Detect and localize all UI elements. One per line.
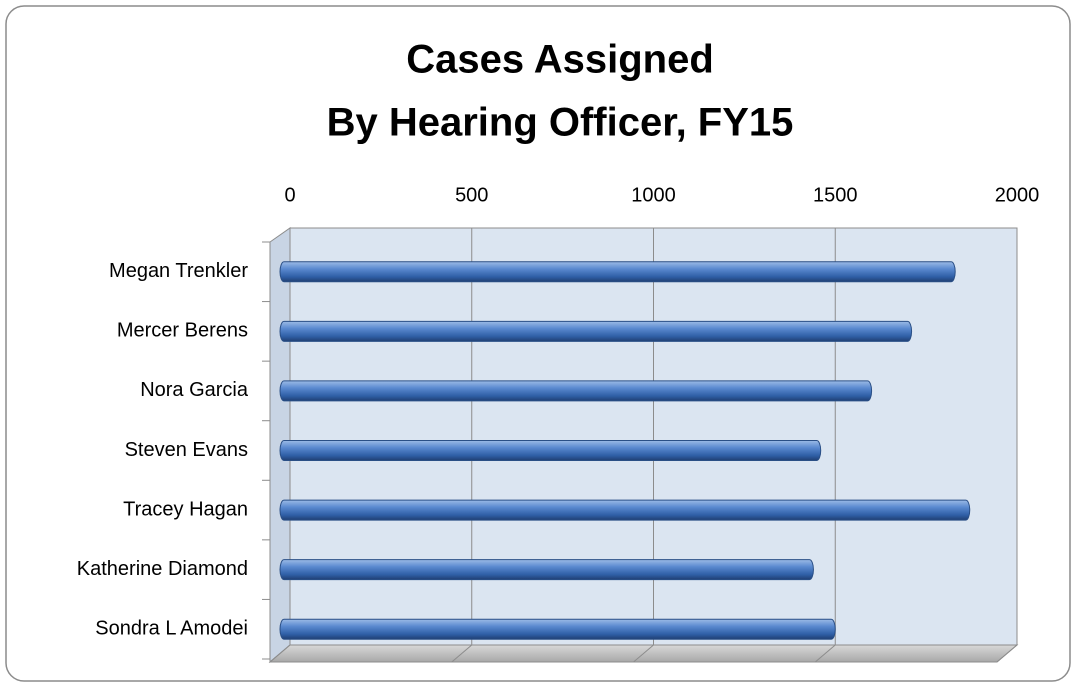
y-tick-label: Steven Evans	[125, 439, 248, 461]
x-tick-label: 0	[284, 184, 295, 206]
grid-line	[633, 644, 654, 663]
y-tick-label: Nora Garcia	[140, 379, 249, 401]
bar	[279, 559, 814, 581]
grid-line	[814, 644, 836, 663]
bar	[279, 499, 971, 521]
bar	[279, 261, 956, 283]
y-tick-label: Tracey Hagan	[123, 498, 248, 520]
bar	[279, 440, 822, 461]
y-tick-label: Sondra L Amodei	[95, 617, 248, 639]
x-tick-label: 2000	[995, 184, 1040, 206]
grid-line	[451, 644, 473, 663]
y-tick-label: Katherine Diamond	[77, 558, 248, 580]
bars	[279, 261, 971, 640]
grid-line	[996, 644, 1018, 663]
bar	[279, 618, 836, 640]
bar	[279, 320, 913, 342]
chart-title: By Hearing Officer, FY15	[327, 101, 794, 145]
bar	[279, 380, 873, 402]
y-tick-label: Megan Trenkler	[109, 260, 248, 282]
x-tick-label: 1500	[813, 184, 858, 206]
grid-line	[269, 644, 291, 663]
x-tick-label: 500	[455, 184, 488, 206]
chart-title: Cases Assigned	[406, 38, 714, 82]
x-tick-label: 1000	[631, 184, 676, 206]
y-tick-label: Mercer Berens	[117, 320, 248, 342]
